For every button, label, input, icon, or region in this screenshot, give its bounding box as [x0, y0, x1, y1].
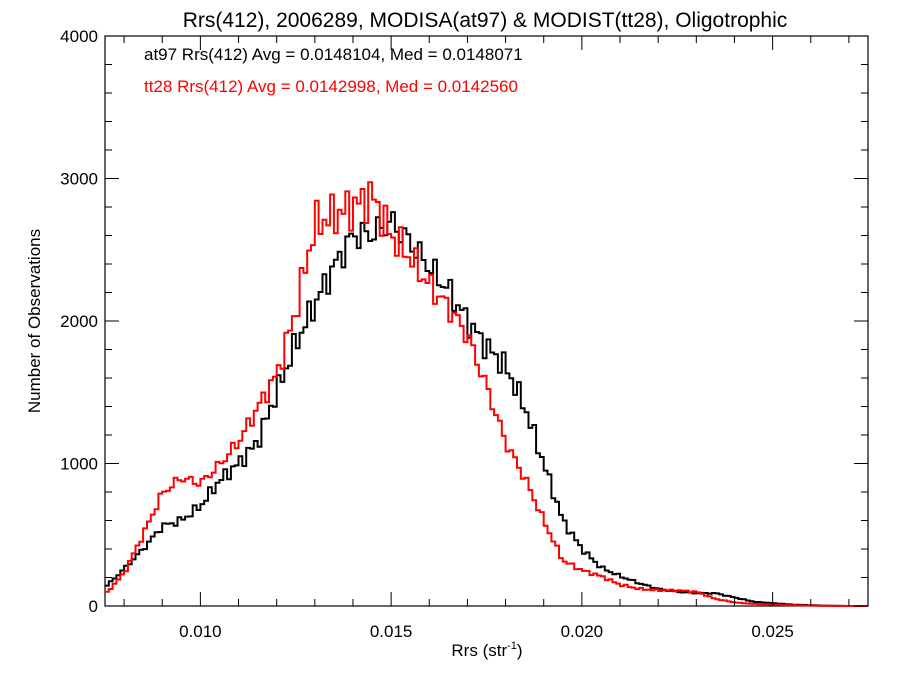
y-tick-label: 3000 [60, 170, 98, 189]
legend-entry-at97: at97 Rrs(412) Avg = 0.0148104, Med = 0.0… [144, 45, 523, 64]
x-axis-label-main: Rrs (str [451, 641, 507, 660]
tick-layer: 0.010 0.015 0.020 0.025 0 1000 2000 3000 4000 [60, 27, 868, 641]
y-tick-label: 2000 [60, 312, 98, 331]
x-tick-label: 0.025 [751, 622, 794, 641]
y-tick-label: 1000 [60, 455, 98, 474]
plot-frame [104, 35, 869, 607]
series-line-at97 [105, 211, 868, 607]
chart-title: Rrs(412), 2006289, MODISA(at97) & MODIST… [183, 9, 788, 32]
series-line-tt28 [105, 181, 868, 607]
x-tick-label: 0.020 [561, 622, 604, 641]
y-axis-label: Number of Observations [25, 229, 44, 413]
y-tick-label: 4000 [60, 27, 98, 46]
x-axis-label-sup: -1 [507, 640, 517, 652]
x-axis-label-close: ) [517, 641, 523, 660]
legend-entry-tt28: tt28 Rrs(412) Avg = 0.0142998, Med = 0.0… [144, 77, 518, 96]
x-axis-label: Rrs (str-1) [451, 640, 522, 660]
y-tick-label: 0 [89, 597, 98, 616]
x-tick-label: 0.010 [179, 622, 222, 641]
x-tick-label: 0.015 [370, 622, 413, 641]
legend: at97 Rrs(412) Avg = 0.0148104, Med = 0.0… [144, 45, 523, 96]
series-layer [105, 181, 868, 607]
